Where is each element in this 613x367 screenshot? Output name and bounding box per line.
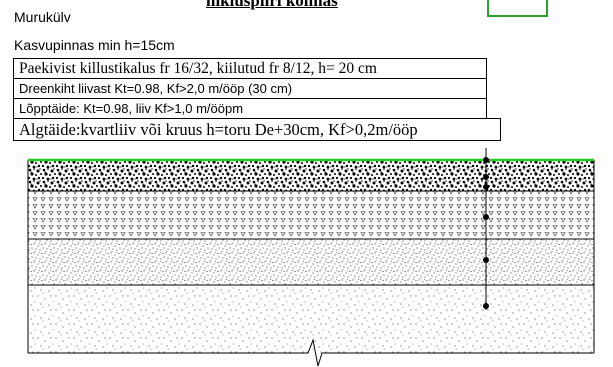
- heading-line-mulch: Murukülv: [14, 9, 71, 25]
- leader-dot: [483, 157, 489, 163]
- drawing-title: liikluspiiri kolmas: [206, 0, 338, 10]
- leader-dot: [483, 257, 489, 263]
- leader-dot: [483, 303, 489, 309]
- leader-dot: [483, 184, 489, 190]
- layer-final-fill: [28, 239, 594, 285]
- layer-initial-fill: [28, 285, 594, 353]
- layer-label-crushed-stone: Paekivist killustikalus fr 16/32, kiilut…: [13, 58, 487, 78]
- leader-dot: [483, 214, 489, 220]
- layer-label-final-fill: Lõpptäide: Kt=0.98, liiv Kf>1,0 m/ööpm: [13, 98, 487, 118]
- heading-line-topsoil: Kasvupinnas min h=15cm: [14, 37, 175, 53]
- layer-label-initial-fill: Algtäide:kvartliiv või kruus h=toru De+3…: [13, 118, 501, 141]
- layer-crushed-stone: [28, 160, 594, 191]
- layer-drainage-sand: [28, 191, 594, 239]
- bottom-break-line: [28, 338, 594, 367]
- layer-legend-table: Paekivist killustikalus fr 16/32, kiilut…: [13, 58, 501, 141]
- layer-label-drainage-sand: Dreenkiht liivast Kt=0.98, Kf>2,0 m/ööp …: [13, 78, 487, 98]
- callout-box: [487, 0, 548, 17]
- leader-dot: [483, 174, 489, 180]
